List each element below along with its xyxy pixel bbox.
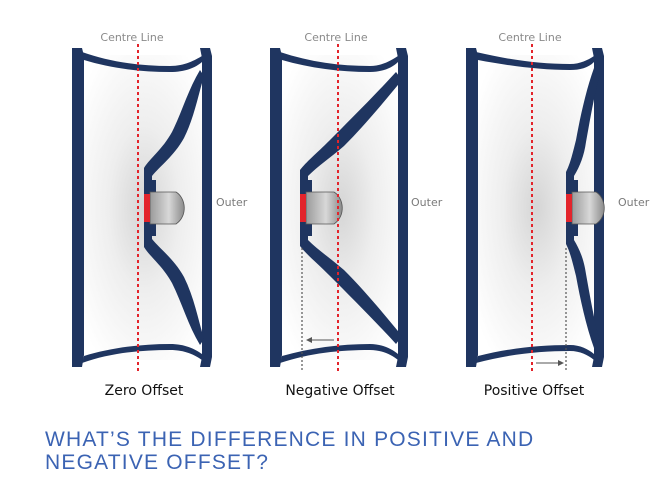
barrel-top	[280, 52, 398, 72]
spoke-bottom	[144, 226, 204, 345]
centre-line-label: Centre Line	[304, 31, 368, 44]
zero-offset-caption: Zero Offset	[104, 383, 184, 399]
outer-label: Outer	[411, 196, 443, 209]
negative-offset-caption: Negative Offset	[285, 383, 395, 399]
spoke-top	[300, 72, 402, 188]
hub-cap	[571, 191, 605, 225]
spoke-top	[144, 70, 204, 188]
barrel-bottom	[82, 344, 202, 363]
outer-rim	[396, 48, 408, 367]
page-heading: WHAT’S THE DIFFERENCE IN POSITIVE AND NE…	[45, 428, 535, 474]
barrel-bottom	[280, 344, 398, 363]
centre-line-label: Centre Line	[498, 31, 562, 44]
positive-offset-wheel	[466, 44, 605, 372]
hub-cap	[305, 191, 343, 225]
hub-cap	[149, 191, 185, 225]
positive-offset-caption: Positive Offset	[483, 383, 585, 399]
outer-label: Outer	[216, 196, 248, 209]
spoke-bottom	[300, 228, 402, 344]
zero-offset-wheel	[72, 44, 212, 372]
spoke-bottom	[566, 228, 600, 348]
hub-face	[300, 194, 306, 222]
heading-strip	[0, 420, 650, 483]
hub-face	[566, 194, 572, 222]
offset-arrowhead	[558, 360, 564, 366]
barrel-bottom	[476, 345, 594, 363]
outer-rim	[200, 48, 212, 367]
inner-rim	[270, 48, 282, 367]
outer-label: Outer	[618, 196, 650, 209]
spoke-top	[566, 68, 600, 188]
inner-rim	[72, 48, 84, 367]
offset-arrowhead	[306, 337, 312, 343]
wheel-offset-diagram	[72, 44, 605, 372]
barrel-top	[476, 52, 594, 70]
inner-rim	[466, 48, 478, 367]
centre-line-label: Centre Line	[100, 31, 164, 44]
negative-offset-wheel	[270, 44, 408, 372]
barrel-top	[82, 52, 202, 72]
hub-face	[144, 194, 150, 222]
